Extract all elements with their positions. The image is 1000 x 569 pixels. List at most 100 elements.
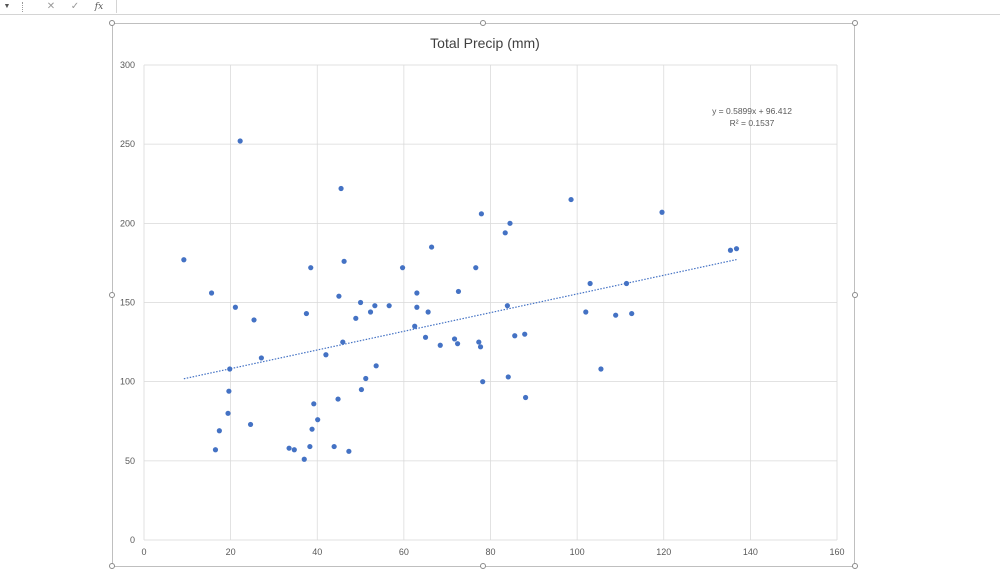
resize-handle-left[interactable] (109, 292, 115, 298)
data-point (478, 211, 485, 217)
gridlines (143, 64, 838, 541)
close-icon[interactable]: ✕ (46, 1, 56, 12)
data-point (232, 304, 238, 310)
data-point (208, 290, 215, 296)
name-box-dropdown-icon[interactable]: ▼ (3, 3, 11, 10)
resize-handle-bottom-left[interactable] (109, 563, 115, 569)
data-point (303, 310, 310, 317)
scatter-chart: Total Precip (mm) 0 20 40 60 80 100 120 140 1600… (120, 35, 845, 557)
data-point (307, 443, 313, 450)
y-tick-label: 200 (120, 218, 135, 228)
y-tick-label: 100 (120, 377, 135, 387)
chart-title[interactable]: Total Precip (mm) (430, 35, 540, 51)
data-point (358, 386, 365, 393)
data-point (522, 331, 528, 337)
chart-area[interactable]: Total Precip (mm) 0 20 40 60 80 100 120 140 160 0… (112, 23, 855, 567)
formula-bar: ▼ ✕ ✓ fx (0, 0, 1000, 15)
data-point (346, 448, 352, 454)
data-point (480, 379, 486, 385)
x-tick-label: 160 (829, 547, 844, 557)
trendline-r2[interactable]: R² = 0.1537 (730, 118, 775, 128)
data-point (451, 336, 458, 342)
data-point (331, 443, 337, 450)
data-point (623, 280, 630, 287)
x-tick-label: 20 (226, 547, 236, 557)
data-point (613, 312, 619, 318)
x-tick-label: 100 (570, 547, 585, 557)
data-point (425, 309, 431, 315)
data-point (323, 352, 329, 358)
data-point (308, 265, 314, 271)
formula-input[interactable] (116, 0, 1000, 13)
data-point (258, 355, 264, 361)
data-point (363, 375, 369, 382)
data-point (286, 445, 292, 451)
trendline-equation[interactable]: y = 0.5899x + 96.412 (712, 106, 792, 116)
resize-handle-top-right[interactable] (852, 20, 858, 26)
data-point (216, 428, 222, 434)
data-point (338, 185, 344, 192)
data-point (181, 257, 187, 263)
data-point (309, 426, 315, 432)
formula-bar-separator (22, 2, 24, 12)
data-point (341, 258, 347, 264)
x-tick-label: 120 (656, 547, 671, 557)
resize-handle-bottom-right[interactable] (852, 563, 858, 569)
data-point (504, 303, 510, 309)
y-tick-label: 250 (120, 139, 135, 149)
data-point (372, 303, 378, 309)
data-point (386, 303, 392, 309)
data-points (181, 138, 740, 462)
data-point (340, 339, 346, 345)
data-point (399, 265, 406, 271)
data-point (477, 344, 484, 350)
x-tick-label: 140 (743, 547, 758, 557)
x-tick-label: 40 (312, 547, 322, 557)
data-point (247, 421, 254, 428)
data-point (733, 246, 740, 252)
resize-handle-top[interactable] (480, 20, 486, 26)
x-tick-label: 60 (399, 547, 409, 557)
data-point (455, 288, 462, 295)
data-point (502, 230, 508, 236)
resize-handle-bottom[interactable] (480, 563, 486, 569)
data-point (336, 293, 342, 299)
data-point (237, 138, 243, 144)
x-tick-label: 0 (141, 547, 146, 557)
data-point (311, 401, 317, 407)
data-point (629, 310, 635, 317)
y-tick-label: 50 (125, 456, 135, 466)
data-point (414, 304, 420, 310)
data-point (414, 290, 420, 296)
axis-tick-labels: 0 20 40 60 80 100 120 140 160 0 50 100 150 200 250 300 (120, 60, 845, 557)
data-point (422, 334, 429, 340)
insert-function-button[interactable]: fx (94, 2, 104, 12)
data-point (291, 447, 297, 453)
check-icon[interactable]: ✓ (70, 1, 80, 12)
data-point (505, 374, 511, 380)
data-point (225, 410, 231, 416)
data-point (454, 341, 461, 347)
data-point (373, 363, 379, 369)
data-point (367, 309, 374, 315)
resize-handle-right[interactable] (852, 292, 858, 298)
trendline (183, 258, 737, 380)
data-point (598, 366, 604, 372)
data-point (512, 333, 518, 339)
data-point (212, 447, 219, 453)
data-point (412, 323, 418, 329)
data-point (301, 456, 307, 462)
data-point (251, 317, 257, 323)
data-point (335, 396, 341, 402)
data-point (659, 209, 665, 215)
y-tick-label: 300 (120, 60, 135, 70)
data-point (227, 366, 233, 372)
data-point (727, 247, 734, 253)
data-point (583, 309, 589, 315)
data-point (568, 196, 574, 203)
resize-handle-top-left[interactable] (109, 20, 115, 26)
data-point (476, 339, 482, 345)
data-point (353, 315, 359, 321)
x-tick-label: 80 (485, 547, 495, 557)
data-point (507, 220, 513, 226)
